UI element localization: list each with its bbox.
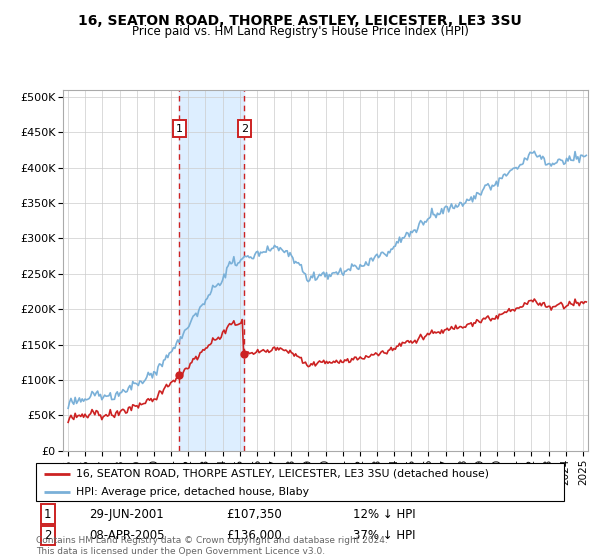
Text: £136,000: £136,000 <box>226 529 282 542</box>
Text: 29-JUN-2001: 29-JUN-2001 <box>89 507 164 521</box>
Text: HPI: Average price, detached house, Blaby: HPI: Average price, detached house, Blab… <box>76 487 308 497</box>
Text: 16, SEATON ROAD, THORPE ASTLEY, LEICESTER, LE3 3SU (detached house): 16, SEATON ROAD, THORPE ASTLEY, LEICESTE… <box>76 469 488 479</box>
Text: 1: 1 <box>176 124 183 133</box>
Text: Contains HM Land Registry data © Crown copyright and database right 2024.
This d: Contains HM Land Registry data © Crown c… <box>36 536 388 556</box>
Text: 2: 2 <box>44 529 52 542</box>
Text: 12% ↓ HPI: 12% ↓ HPI <box>353 507 415 521</box>
Text: 08-APR-2005: 08-APR-2005 <box>89 529 164 542</box>
Text: Price paid vs. HM Land Registry's House Price Index (HPI): Price paid vs. HM Land Registry's House … <box>131 25 469 38</box>
FancyBboxPatch shape <box>36 463 564 501</box>
Text: 2: 2 <box>241 124 248 133</box>
Text: £107,350: £107,350 <box>226 507 282 521</box>
Text: 37% ↓ HPI: 37% ↓ HPI <box>353 529 415 542</box>
Text: 1: 1 <box>44 507 52 521</box>
Bar <box>179 90 244 451</box>
Text: 16, SEATON ROAD, THORPE ASTLEY, LEICESTER, LE3 3SU: 16, SEATON ROAD, THORPE ASTLEY, LEICESTE… <box>78 14 522 28</box>
